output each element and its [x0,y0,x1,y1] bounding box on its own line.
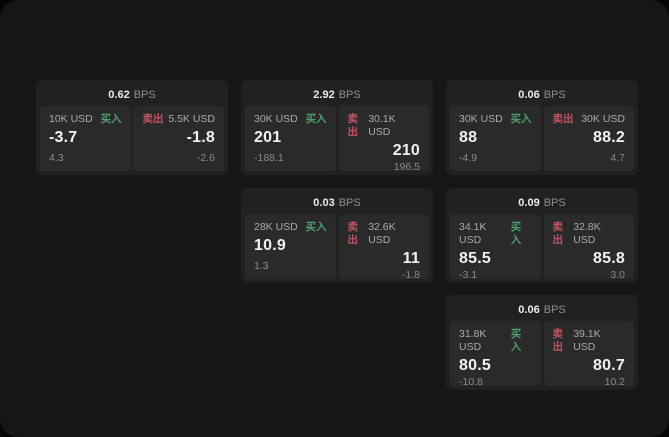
bps-value: 0.09 [518,197,540,209]
bps-unit-label: BPS [133,89,156,101]
sell-sub-value: 3.0 [610,269,625,281]
sell-quote-panel[interactable]: 卖出 32.6K USD 11 -1.8 [338,214,429,281]
quote-card: 0.06 BPS 30K USD 买入 88 -4.9 卖出 30K USD 8… [446,80,638,175]
quote-card: 0.09 BPS 34.1K USD 买入 85.5 -3.1 卖出 32.8K… [446,188,638,283]
bps-unit-label: BPS [543,197,566,209]
bps-value: 0.06 [518,89,540,101]
sell-sub-value: 10.2 [604,376,625,388]
sell-quote-panel[interactable]: 卖出 32.8K USD 85.8 3.0 [543,214,634,281]
sell-amount: 32.6K USD [368,221,396,246]
buy-label: 买入 [510,328,522,353]
buy-quote-panel[interactable]: 10K USD 买入 -3.7 4.3 [40,106,131,171]
bps-header: 0.06 BPS [450,84,634,106]
sell-label: 卖出 [142,113,164,125]
buy-sub-value: -4.9 [459,152,478,164]
buy-amount: 30K USD [254,113,298,125]
buy-quote-panel[interactable]: 34.1K USD 买入 85.5 -3.1 [450,214,541,281]
sell-label: 卖出 [347,221,359,246]
bps-header: 0.06 BPS [450,299,634,321]
sell-label: 卖出 [552,221,564,246]
bps-header: 0.09 BPS [450,192,634,214]
sell-quote-panel[interactable]: 卖出 39.1K USD 80.7 10.2 [543,321,634,388]
sell-sub-value: -2.6 [196,152,215,164]
buy-price: 201 [254,129,282,146]
buy-label: 买入 [510,221,522,246]
bps-header: 0.03 BPS [245,192,429,214]
buy-price: 85.5 [459,250,491,267]
sell-amount: 39.1K USD [573,328,601,353]
bps-value: 0.03 [313,197,335,209]
bps-unit-label: BPS [543,89,566,101]
bps-unit-label: BPS [338,89,361,101]
sell-price: 11 [402,250,420,267]
sell-price: 210 [392,142,420,159]
buy-label: 买入 [305,221,327,233]
buy-sub-value: -10.8 [459,376,483,388]
buy-price: -3.7 [49,129,78,146]
sell-quote-panel[interactable]: 卖出 30.1K USD 210 196.5 [338,106,429,173]
bps-value: 0.62 [108,89,130,101]
sell-price: 80.7 [593,357,625,374]
buy-amount: 10K USD [49,113,93,125]
buy-quote-panel[interactable]: 28K USD 买入 10.9 1.3 [245,214,336,279]
buy-amount: 31.8K USD [459,328,487,353]
buy-amount: 34.1K USD [459,221,487,246]
buy-amount: 30K USD [459,113,503,125]
buy-label: 买入 [510,113,532,125]
buy-sub-value: -3.1 [459,269,478,281]
sell-amount: 32.8K USD [573,221,601,246]
buy-price: 88 [459,129,478,146]
buy-sub-value: -188.1 [254,152,284,164]
sell-sub-value: -1.8 [401,269,420,281]
sell-label: 卖出 [347,113,359,138]
sell-quote-panel[interactable]: 卖出 5.5K USD -1.8 -2.6 [133,106,224,171]
quote-card: 0.03 BPS 28K USD 买入 10.9 1.3 卖出 32.6K US… [241,188,433,283]
sell-price: -1.8 [186,129,215,146]
buy-price: 80.5 [459,357,491,374]
buy-sub-value: 4.3 [49,152,64,164]
bps-header: 2.92 BPS [245,84,429,106]
sell-label: 卖出 [552,328,564,353]
sell-sub-value: 4.7 [610,152,625,164]
sell-quote-panel[interactable]: 卖出 30K USD 88.2 4.7 [543,106,634,171]
buy-quote-panel[interactable]: 30K USD 买入 201 -188.1 [245,106,336,171]
buy-label: 买入 [305,113,327,125]
quote-card: 0.62 BPS 10K USD 买入 -3.7 4.3 卖出 5.5K USD… [36,80,228,175]
buy-quote-panel[interactable]: 31.8K USD 买入 80.5 -10.8 [450,321,541,388]
buy-label: 买入 [100,113,122,125]
bps-header: 0.62 BPS [40,84,224,106]
buy-amount: 28K USD [254,221,298,233]
bps-value: 0.06 [518,304,540,316]
bps-value: 2.92 [313,89,335,101]
buy-sub-value: 1.3 [254,260,269,272]
sell-amount: 30K USD [581,113,625,125]
sell-amount: 5.5K USD [168,113,215,125]
quote-card: 0.06 BPS 31.8K USD 买入 80.5 -10.8 卖出 39.1… [446,295,638,390]
quote-card: 2.92 BPS 30K USD 买入 201 -188.1 卖出 30.1K … [241,80,433,175]
sell-amount: 30.1K USD [368,113,396,138]
bps-unit-label: BPS [543,304,566,316]
buy-price: 10.9 [254,237,286,254]
sell-price: 85.8 [593,250,625,267]
bps-unit-label: BPS [338,197,361,209]
sell-sub-value: 196.5 [393,161,420,173]
sell-price: 88.2 [593,129,625,146]
buy-quote-panel[interactable]: 30K USD 买入 88 -4.9 [450,106,541,171]
sell-label: 卖出 [552,113,574,125]
